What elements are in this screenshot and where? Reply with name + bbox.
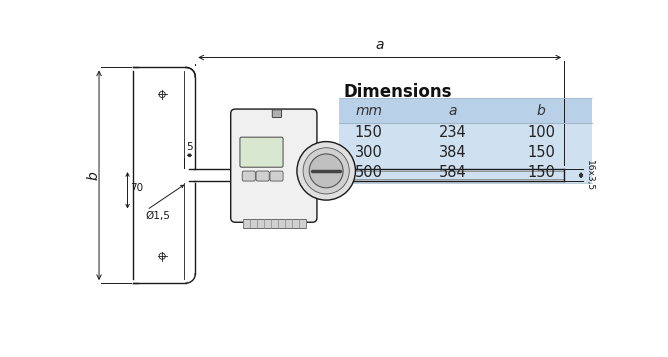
Text: b: b xyxy=(537,104,546,117)
Text: 70: 70 xyxy=(130,183,143,193)
Bar xyxy=(243,219,306,228)
Circle shape xyxy=(303,148,349,194)
Text: 384: 384 xyxy=(439,145,467,160)
FancyBboxPatch shape xyxy=(240,137,283,167)
Text: 234: 234 xyxy=(439,125,467,140)
Text: 16x3,5: 16x3,5 xyxy=(585,160,594,191)
FancyBboxPatch shape xyxy=(256,171,269,181)
Text: a: a xyxy=(449,104,457,117)
FancyBboxPatch shape xyxy=(273,110,281,117)
Text: 150: 150 xyxy=(527,166,555,181)
Text: Dimensions: Dimensions xyxy=(343,83,452,101)
Bar xyxy=(339,98,592,123)
Text: Ø1,5: Ø1,5 xyxy=(145,211,170,221)
Text: 500: 500 xyxy=(355,166,383,181)
Text: 100: 100 xyxy=(527,125,555,140)
Text: b: b xyxy=(87,171,101,180)
Circle shape xyxy=(297,142,355,200)
FancyBboxPatch shape xyxy=(230,109,317,222)
Text: a: a xyxy=(375,38,384,52)
Text: 584: 584 xyxy=(439,166,467,181)
Text: 150: 150 xyxy=(355,125,383,140)
Text: 5: 5 xyxy=(186,142,193,152)
Circle shape xyxy=(309,154,343,188)
Bar xyxy=(339,98,592,183)
FancyBboxPatch shape xyxy=(242,171,255,181)
FancyBboxPatch shape xyxy=(270,171,283,181)
Text: mm: mm xyxy=(355,104,382,117)
Text: 300: 300 xyxy=(355,145,383,160)
Text: 150: 150 xyxy=(527,145,555,160)
